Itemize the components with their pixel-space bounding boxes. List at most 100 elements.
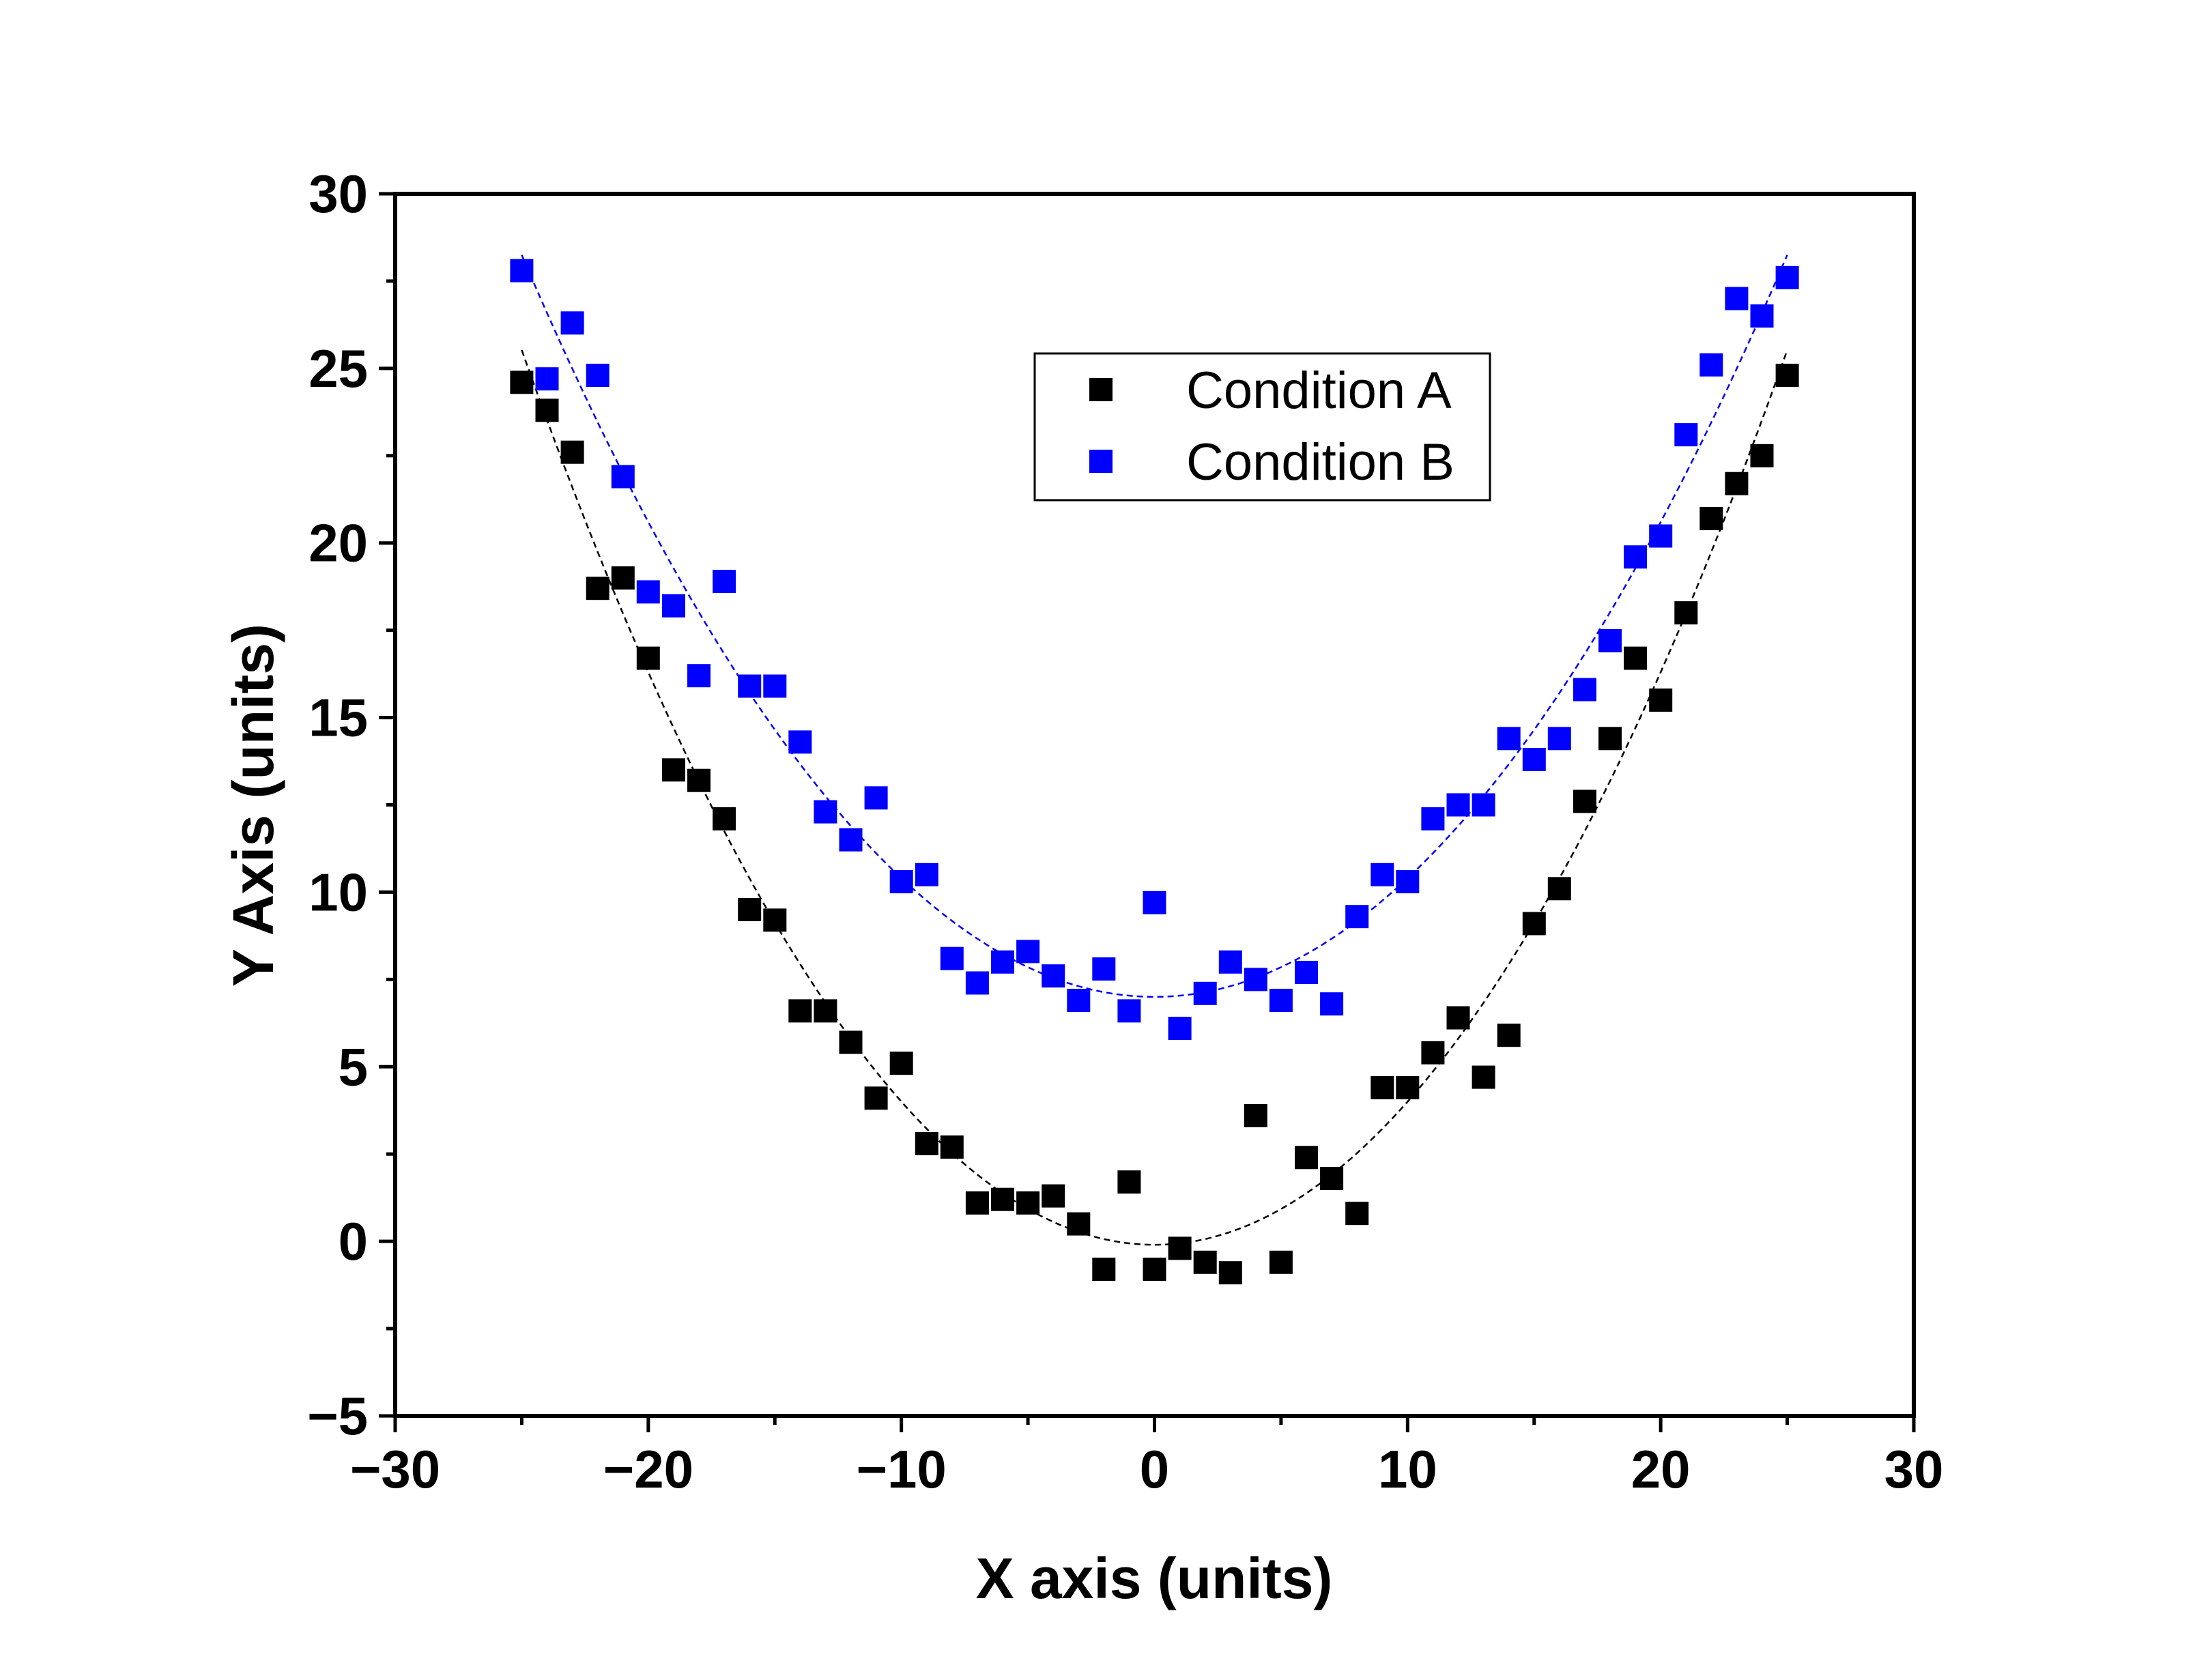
point-condition-b-47 <box>1699 353 1723 377</box>
point-condition-a-50 <box>1775 364 1799 388</box>
point-condition-b-40 <box>1522 748 1546 771</box>
point-condition-b-3 <box>586 364 609 388</box>
point-condition-b-25 <box>1143 890 1166 914</box>
legend-label-condition-b: Condition B <box>1186 433 1454 491</box>
fit-line-condition-b <box>521 255 1788 998</box>
x-tick-label-1: −20 <box>603 1439 693 1499</box>
point-condition-a-11 <box>788 999 812 1023</box>
y-tick-label-5: 20 <box>309 513 368 573</box>
point-condition-a-47 <box>1699 506 1723 530</box>
point-condition-b-20 <box>1016 940 1040 964</box>
point-condition-b-2 <box>560 311 584 335</box>
point-condition-a-2 <box>560 440 584 464</box>
point-condition-b-18 <box>965 971 989 995</box>
point-condition-a-31 <box>1295 1146 1318 1170</box>
x-tick-label-2: −10 <box>857 1439 947 1499</box>
point-condition-b-15 <box>889 870 913 894</box>
point-condition-a-24 <box>1117 1170 1141 1194</box>
point-condition-a-34 <box>1371 1076 1394 1099</box>
y-tick-label-2: 5 <box>339 1037 368 1097</box>
point-condition-b-10 <box>763 674 787 698</box>
point-condition-b-19 <box>991 950 1014 974</box>
point-condition-b-42 <box>1573 678 1596 701</box>
point-condition-a-32 <box>1320 1167 1344 1190</box>
y-tick-label-0: −5 <box>307 1386 368 1446</box>
data-points <box>510 259 1799 1285</box>
point-condition-b-27 <box>1193 981 1217 1005</box>
point-condition-b-36 <box>1421 807 1445 830</box>
point-condition-b-48 <box>1725 287 1749 310</box>
y-tick-label-4: 15 <box>309 688 368 748</box>
y-axis-title: Y Axis (units) <box>221 624 285 987</box>
axis-ticks: −30 −20 −10 0 10 20 30 −5 0 5 10 15 20 25 30 <box>307 164 1943 1499</box>
point-condition-b-43 <box>1598 629 1622 652</box>
point-condition-b-38 <box>1472 793 1495 817</box>
point-condition-b-11 <box>788 730 812 754</box>
point-condition-a-25 <box>1143 1258 1166 1281</box>
point-condition-b-45 <box>1649 524 1673 548</box>
x-axis-title: X axis (units) <box>976 1546 1333 1610</box>
point-condition-a-40 <box>1522 912 1546 936</box>
point-condition-a-48 <box>1725 472 1749 495</box>
point-condition-b-17 <box>940 946 964 970</box>
point-condition-b-24 <box>1117 999 1141 1023</box>
fit-lines <box>521 255 1788 1246</box>
y-tick-label-6: 25 <box>309 338 368 399</box>
point-condition-a-3 <box>586 577 609 600</box>
point-condition-a-15 <box>889 1052 913 1075</box>
point-condition-a-43 <box>1598 727 1622 751</box>
legend-marker-condition-a <box>1089 378 1113 401</box>
point-condition-a-19 <box>991 1187 1014 1211</box>
point-condition-a-44 <box>1624 646 1648 670</box>
point-condition-b-26 <box>1168 1017 1192 1040</box>
point-condition-a-29 <box>1244 1103 1267 1127</box>
point-condition-b-49 <box>1750 304 1774 328</box>
point-condition-a-41 <box>1547 877 1571 901</box>
point-condition-b-5 <box>636 580 660 604</box>
y-tick-label-3: 10 <box>309 862 368 922</box>
x-tick-label-6: 30 <box>1884 1439 1944 1499</box>
point-condition-b-44 <box>1624 545 1648 569</box>
point-condition-b-16 <box>915 863 938 886</box>
x-tick-label-3: 0 <box>1140 1439 1169 1499</box>
point-condition-a-7 <box>687 768 711 792</box>
point-condition-b-30 <box>1269 989 1293 1013</box>
point-condition-a-22 <box>1067 1212 1091 1236</box>
point-condition-b-50 <box>1775 265 1799 289</box>
y-tick-label-7: 30 <box>309 164 368 224</box>
point-condition-b-13 <box>839 828 863 852</box>
legend-marker-condition-b <box>1089 450 1113 473</box>
point-condition-a-14 <box>864 1086 888 1110</box>
legend-label-condition-a: Condition A <box>1186 362 1452 420</box>
point-condition-b-32 <box>1320 992 1344 1016</box>
point-condition-a-26 <box>1168 1236 1192 1260</box>
point-condition-b-8 <box>713 570 736 593</box>
point-condition-b-9 <box>738 674 762 698</box>
point-condition-a-5 <box>636 646 660 670</box>
x-tick-label-0: −30 <box>350 1439 440 1499</box>
point-condition-b-6 <box>661 594 685 618</box>
point-condition-b-4 <box>611 465 635 489</box>
point-condition-a-36 <box>1421 1041 1445 1065</box>
point-condition-b-37 <box>1446 793 1470 817</box>
point-condition-b-46 <box>1674 423 1698 447</box>
point-condition-a-9 <box>738 898 762 921</box>
point-condition-a-42 <box>1573 790 1596 813</box>
point-condition-b-31 <box>1295 961 1318 985</box>
point-condition-a-13 <box>839 1030 863 1054</box>
point-condition-b-0 <box>510 259 534 283</box>
point-condition-b-33 <box>1345 905 1369 929</box>
point-condition-a-12 <box>814 999 837 1023</box>
point-condition-a-20 <box>1016 1191 1040 1215</box>
point-condition-b-34 <box>1371 863 1394 886</box>
y-tick-label-1: 0 <box>339 1211 368 1271</box>
point-condition-a-1 <box>535 399 559 422</box>
point-condition-a-17 <box>940 1135 964 1159</box>
point-condition-b-7 <box>687 664 711 688</box>
point-condition-a-30 <box>1269 1250 1293 1274</box>
point-condition-a-10 <box>763 908 787 932</box>
point-condition-a-37 <box>1446 1006 1470 1030</box>
x-tick-label-4: 10 <box>1378 1439 1437 1499</box>
